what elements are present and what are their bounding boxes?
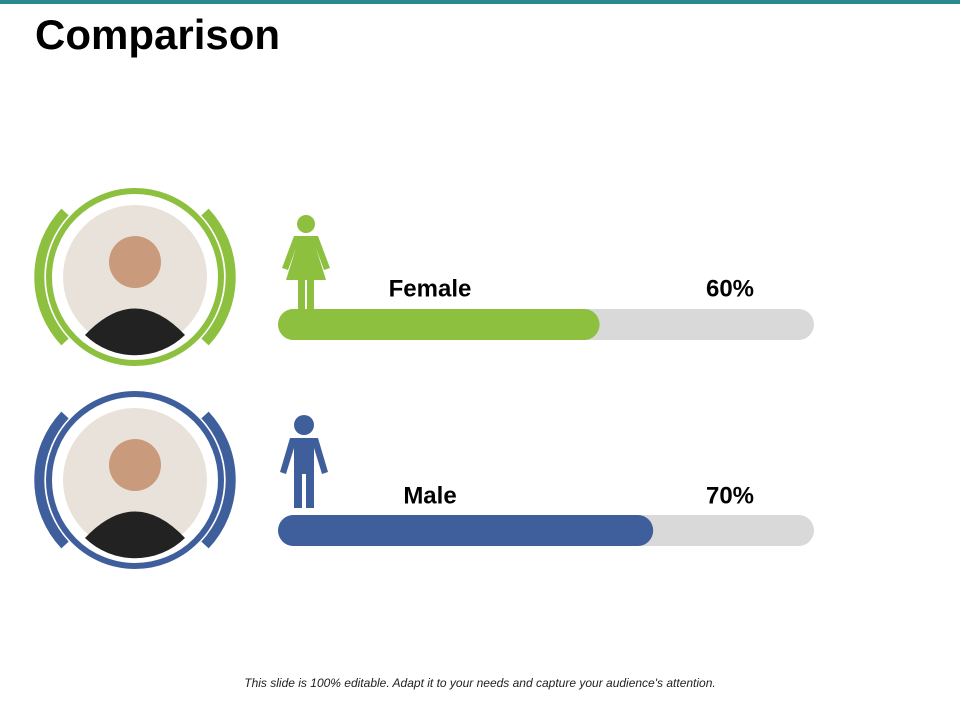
top-bar <box>0 0 960 4</box>
category-label: Male <box>403 482 456 509</box>
male-icon <box>280 415 328 508</box>
value-label: 60% <box>706 275 754 302</box>
avatar-arc <box>201 208 236 346</box>
slide-title: Comparison <box>35 11 280 58</box>
avatar-body <box>85 511 185 559</box>
avatar-arc <box>201 411 236 549</box>
avatar-ring <box>46 188 224 366</box>
avatar-arc <box>34 208 69 346</box>
avatar-head <box>109 236 161 288</box>
value-label: 70% <box>706 482 754 509</box>
bar <box>278 515 654 546</box>
footer-note: This slide is 100% editable. Adapt it to… <box>244 676 715 690</box>
bar <box>278 309 600 340</box>
avatar-body <box>85 308 185 356</box>
avatar-ring <box>46 391 224 569</box>
female-icon <box>282 215 330 310</box>
avatar-arc <box>34 411 69 549</box>
avatar-head <box>109 439 161 491</box>
category-label: Female <box>389 275 472 302</box>
